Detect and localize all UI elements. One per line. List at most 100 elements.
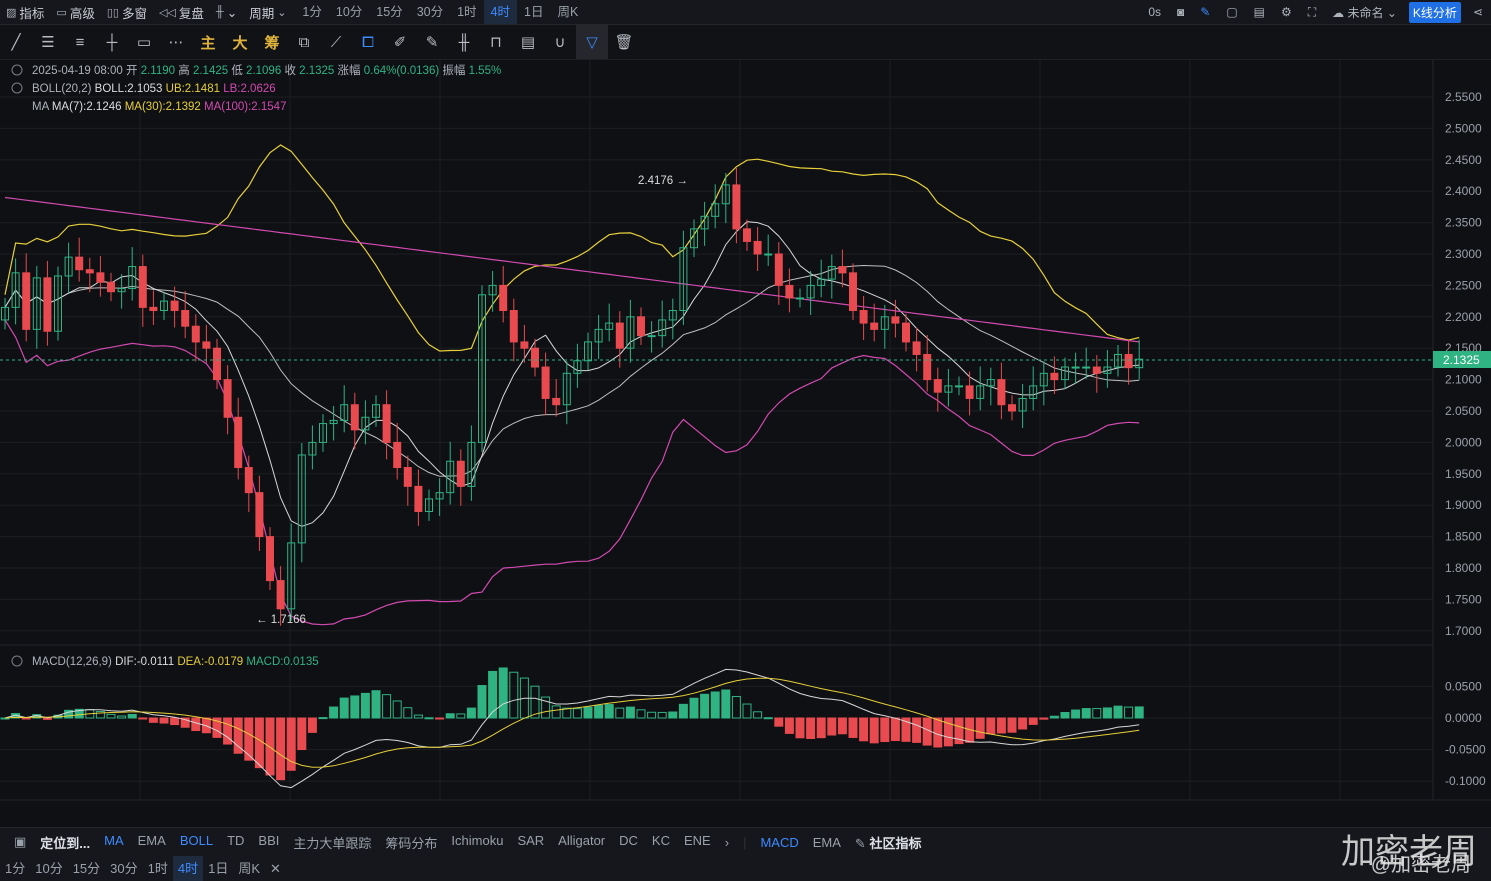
- ma100-line: [4, 196, 1140, 343]
- horizontal-ray-icon[interactable]: ┼: [106, 33, 118, 51]
- template-icon[interactable]: ▤: [1253, 5, 1265, 19]
- candle-body: [382, 404, 391, 443]
- advanced-menu[interactable]: ▭ 高级: [56, 6, 95, 21]
- candle-body: [234, 416, 243, 469]
- multiwindow-menu[interactable]: ▯▯ 多窗: [106, 6, 147, 21]
- horizontal-lines-icon[interactable]: ☰: [41, 34, 55, 51]
- big-order-toggle[interactable]: 大: [232, 34, 248, 52]
- macd-bar: [541, 696, 551, 719]
- chevron-right-icon[interactable]: ›: [724, 834, 730, 850]
- rectangle-icon[interactable]: ▭: [136, 34, 152, 51]
- candle-body: [827, 266, 836, 280]
- indicator-6[interactable]: 筹码分布: [385, 835, 438, 851]
- indicator-11[interactable]: KC: [651, 832, 670, 848]
- candle-body: [96, 272, 105, 283]
- indicator-10[interactable]: DC: [619, 832, 638, 848]
- measure-icon[interactable]: ⟋: [330, 33, 342, 51]
- macd-bar: [265, 717, 275, 776]
- indicator-0[interactable]: MACD: [760, 834, 799, 850]
- replay-menu[interactable]: ◁◁ 复盘: [158, 6, 204, 21]
- macd-bar: [1092, 708, 1102, 719]
- candle-body: [170, 300, 179, 312]
- period-tab-5[interactable]: 4时: [483, 0, 517, 24]
- filter-icon[interactable]: ▽: [576, 25, 608, 59]
- notes-icon[interactable]: ▤: [520, 34, 536, 51]
- chart-area[interactable]: 2.5500 2.5000 2.4500 2.4000 2.3500 2.3000 2.25…: [0, 60, 1491, 820]
- indicator-3[interactable]: TD: [227, 832, 245, 848]
- share-icon[interactable]: ⋖: [1472, 5, 1483, 19]
- candle-type-menu[interactable]: ╫ ⌄: [215, 5, 238, 20]
- macd-bar: [1081, 708, 1091, 719]
- period-menu[interactable]: 周期 ⌄: [249, 6, 287, 21]
- indicator-0[interactable]: MA: [104, 832, 124, 848]
- candles-icon[interactable]: ╫: [458, 33, 470, 51]
- period-tab-7[interactable]: 周K: [557, 5, 579, 19]
- period-tab-6[interactable]: 1日: [524, 5, 544, 19]
- indicator-5[interactable]: 主力大单跟踪: [293, 835, 372, 851]
- price-chart[interactable]: 2.5500 2.5000 2.4500 2.4000 2.3500 2.3000 2.25…: [0, 60, 1491, 820]
- candle-body: [478, 294, 486, 443]
- fullscreen-icon[interactable]: ⛶: [1307, 4, 1317, 19]
- period-tab-7[interactable]: 周K: [238, 861, 261, 876]
- indicator-8[interactable]: SAR: [517, 832, 545, 848]
- ohlc-close: 2.1325: [299, 65, 334, 77]
- macd-bar: [912, 717, 922, 743]
- pen-icon[interactable]: ✎: [1200, 5, 1211, 19]
- period-tab-0[interactable]: 1分: [302, 5, 322, 19]
- period-tab-3[interactable]: 30分: [110, 861, 138, 876]
- indicator-9[interactable]: Alligator: [558, 832, 606, 848]
- price-tick: 2.4000: [1445, 184, 1482, 198]
- indicator-7[interactable]: Ichimoku: [451, 832, 504, 848]
- period-tab-1[interactable]: 10分: [35, 861, 63, 876]
- community-indicator-button[interactable]: ✎ 社区指标: [854, 835, 922, 851]
- candle-body: [308, 441, 317, 456]
- indicator-menu[interactable]: ▨ 指标: [6, 6, 45, 21]
- period-tab-1[interactable]: 10分: [335, 5, 363, 19]
- more-tools-icon[interactable]: ⋯: [168, 34, 184, 51]
- ohlc-date: 2025-04-19 08:00: [32, 65, 123, 77]
- ohlc-change-label: 涨幅: [338, 64, 361, 77]
- macd-bar: [806, 717, 816, 740]
- indicator-1[interactable]: EMA: [812, 834, 841, 850]
- indicator-4[interactable]: BBI: [258, 832, 280, 848]
- main-chart-toggle[interactable]: 主: [200, 34, 216, 52]
- period-tab-2[interactable]: 15分: [376, 5, 403, 19]
- indicator-2[interactable]: BOLL: [179, 832, 214, 848]
- macd-bar: [1007, 717, 1017, 733]
- period-tab-2[interactable]: 15分: [72, 861, 101, 876]
- macd-bar: [742, 703, 752, 719]
- pencil-icon[interactable]: ✐: [393, 34, 407, 51]
- magnet-icon[interactable]: ∪: [554, 34, 566, 51]
- parallel-lines-icon[interactable]: ≡: [75, 33, 85, 51]
- close-icon[interactable]: ✕: [270, 861, 281, 876]
- macd-bar: [286, 717, 296, 771]
- period-tab-0[interactable]: 1分: [5, 861, 26, 876]
- current-price-tag: [1433, 351, 1491, 368]
- macd-bar: [170, 717, 180, 726]
- layout-name-menu[interactable]: ☁ 未命名 ⌄: [1332, 5, 1397, 20]
- chip-toggle[interactable]: 筹: [264, 34, 280, 52]
- indicator-12[interactable]: ENE: [683, 832, 711, 848]
- period-tab-4[interactable]: 1时: [147, 861, 168, 876]
- locate-button[interactable]: 定位到...: [40, 835, 91, 851]
- lock-icon[interactable]: ⊓: [490, 34, 502, 51]
- candle-body: [499, 284, 508, 312]
- trash-icon[interactable]: 🗑: [614, 34, 634, 51]
- camera-icon[interactable]: ◙: [1177, 5, 1185, 19]
- comment-icon[interactable]: ▢: [1226, 5, 1238, 19]
- gear-icon[interactable]: ⚙: [1281, 5, 1292, 19]
- period-tab-5[interactable]: 4时: [172, 856, 204, 881]
- trendline-icon[interactable]: ╱: [11, 34, 21, 51]
- macd-bar: [572, 708, 582, 719]
- copy-icon[interactable]: ⧠: [361, 33, 374, 51]
- indicator-1[interactable]: EMA: [137, 832, 166, 848]
- kline-analysis-button[interactable]: K线分析: [1408, 1, 1461, 23]
- snapshot-icon[interactable]: ⧉: [298, 33, 310, 51]
- macd-bar: [774, 717, 784, 727]
- period-tab-4[interactable]: 1时: [457, 5, 477, 19]
- ruler-icon[interactable]: ▣: [14, 834, 27, 849]
- period-tab-6[interactable]: 1日: [208, 861, 229, 876]
- candle-body: [531, 347, 539, 368]
- period-tab-3[interactable]: 30分: [416, 5, 444, 19]
- brush-icon[interactable]: ✎: [425, 34, 439, 51]
